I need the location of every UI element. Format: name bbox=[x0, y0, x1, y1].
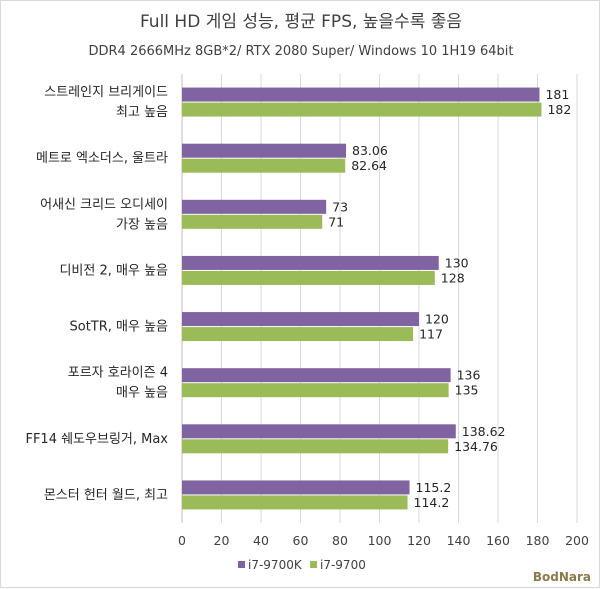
x-tick-label: 200 bbox=[565, 533, 589, 548]
x-tick-label: 40 bbox=[253, 533, 269, 548]
x-tick-label: 100 bbox=[368, 533, 392, 548]
bar-i7-9700 bbox=[182, 102, 542, 117]
watermark-text: BodNara bbox=[533, 570, 591, 584]
bars bbox=[182, 87, 542, 510]
bar-i7-9700 bbox=[182, 495, 408, 510]
category-label: 최고 높음 bbox=[116, 105, 168, 120]
bar-i7-9700k bbox=[182, 480, 410, 495]
category-label: 스트레인지 브리게이드 bbox=[44, 85, 168, 100]
bar-i7-9700k bbox=[182, 199, 327, 214]
category-label: 몬스터 헌터 월드, 최고 bbox=[44, 488, 168, 503]
category-label: SotTR, 매우 높음 bbox=[69, 320, 168, 335]
category-label: 매우 높음 bbox=[116, 386, 168, 401]
data-label: 134.76 bbox=[454, 439, 498, 454]
bar-i7-9700 bbox=[182, 270, 435, 285]
data-label: 115.2 bbox=[416, 480, 452, 495]
x-tick-label: 140 bbox=[447, 533, 471, 548]
x-tick-label: 120 bbox=[407, 533, 431, 548]
data-label: 181 bbox=[545, 87, 569, 102]
data-label: 182 bbox=[547, 102, 571, 117]
labels: 0 20 40 60 80 100 120 140 160 180 200 스트레인지 브리게이드최고… bbox=[25, 85, 589, 548]
bar-i7-9700 bbox=[182, 383, 449, 398]
chart-title: Full HD 게임 성능, 평균 FPS, 높을수록 좋음 bbox=[140, 12, 462, 32]
bar-i7-9700k bbox=[182, 87, 540, 102]
legend-label: i7-9700K bbox=[248, 558, 303, 572]
data-label: 120 bbox=[425, 312, 449, 327]
legend-label: i7-9700 bbox=[320, 558, 366, 572]
x-tick-label: 80 bbox=[332, 533, 348, 548]
data-label: 117 bbox=[419, 327, 443, 342]
bar-i7-9700k bbox=[182, 255, 439, 270]
category-label: 어새신 크리드 오디세이 bbox=[40, 197, 168, 212]
data-label: 135 bbox=[455, 383, 479, 398]
chart-subtitle: DDR4 2666MHz 8GB*2/ RTX 2080 Super/ Wind… bbox=[89, 44, 514, 59]
data-label: 82.64 bbox=[351, 158, 387, 173]
legend-swatch bbox=[238, 561, 245, 568]
category-label: 포르자 호라이즌 4 bbox=[68, 366, 168, 381]
category-label: FF14 쉐도우브링거, Max bbox=[25, 432, 168, 447]
bar-i7-9700 bbox=[182, 214, 323, 229]
bar-i7-9700k bbox=[182, 143, 347, 158]
bar-i7-9700 bbox=[182, 439, 449, 454]
data-label: 136 bbox=[457, 368, 481, 383]
bar-i7-9700 bbox=[182, 158, 346, 173]
x-tick-label: 180 bbox=[526, 533, 550, 548]
x-tick-label: 0 bbox=[178, 533, 186, 548]
bar-i7-9700k bbox=[182, 424, 456, 439]
x-tick-label: 60 bbox=[293, 533, 309, 548]
data-label: 130 bbox=[445, 255, 469, 270]
data-label: 128 bbox=[441, 270, 465, 285]
x-tick-label: 20 bbox=[214, 533, 230, 548]
data-label: 83.06 bbox=[352, 143, 388, 158]
data-label: 114.2 bbox=[414, 495, 450, 510]
bar-i7-9700 bbox=[182, 327, 414, 342]
data-label: 138.62 bbox=[462, 424, 506, 439]
category-label: 가장 높음 bbox=[116, 217, 168, 232]
data-label: 73 bbox=[332, 199, 348, 214]
legend-swatch bbox=[310, 561, 317, 568]
x-tick-label: 160 bbox=[486, 533, 510, 548]
category-label: 메트로 엑소더스, 울트라 bbox=[36, 151, 168, 166]
watermark-logo: BodNara bbox=[533, 570, 591, 584]
category-label: 디비전 2, 매우 높음 bbox=[59, 263, 168, 278]
bar-i7-9700k bbox=[182, 312, 419, 327]
data-label: 71 bbox=[328, 214, 344, 229]
gridlines bbox=[181, 74, 578, 523]
bar-i7-9700k bbox=[182, 368, 451, 383]
legend: i7-9700K i7-9700 bbox=[238, 558, 366, 572]
